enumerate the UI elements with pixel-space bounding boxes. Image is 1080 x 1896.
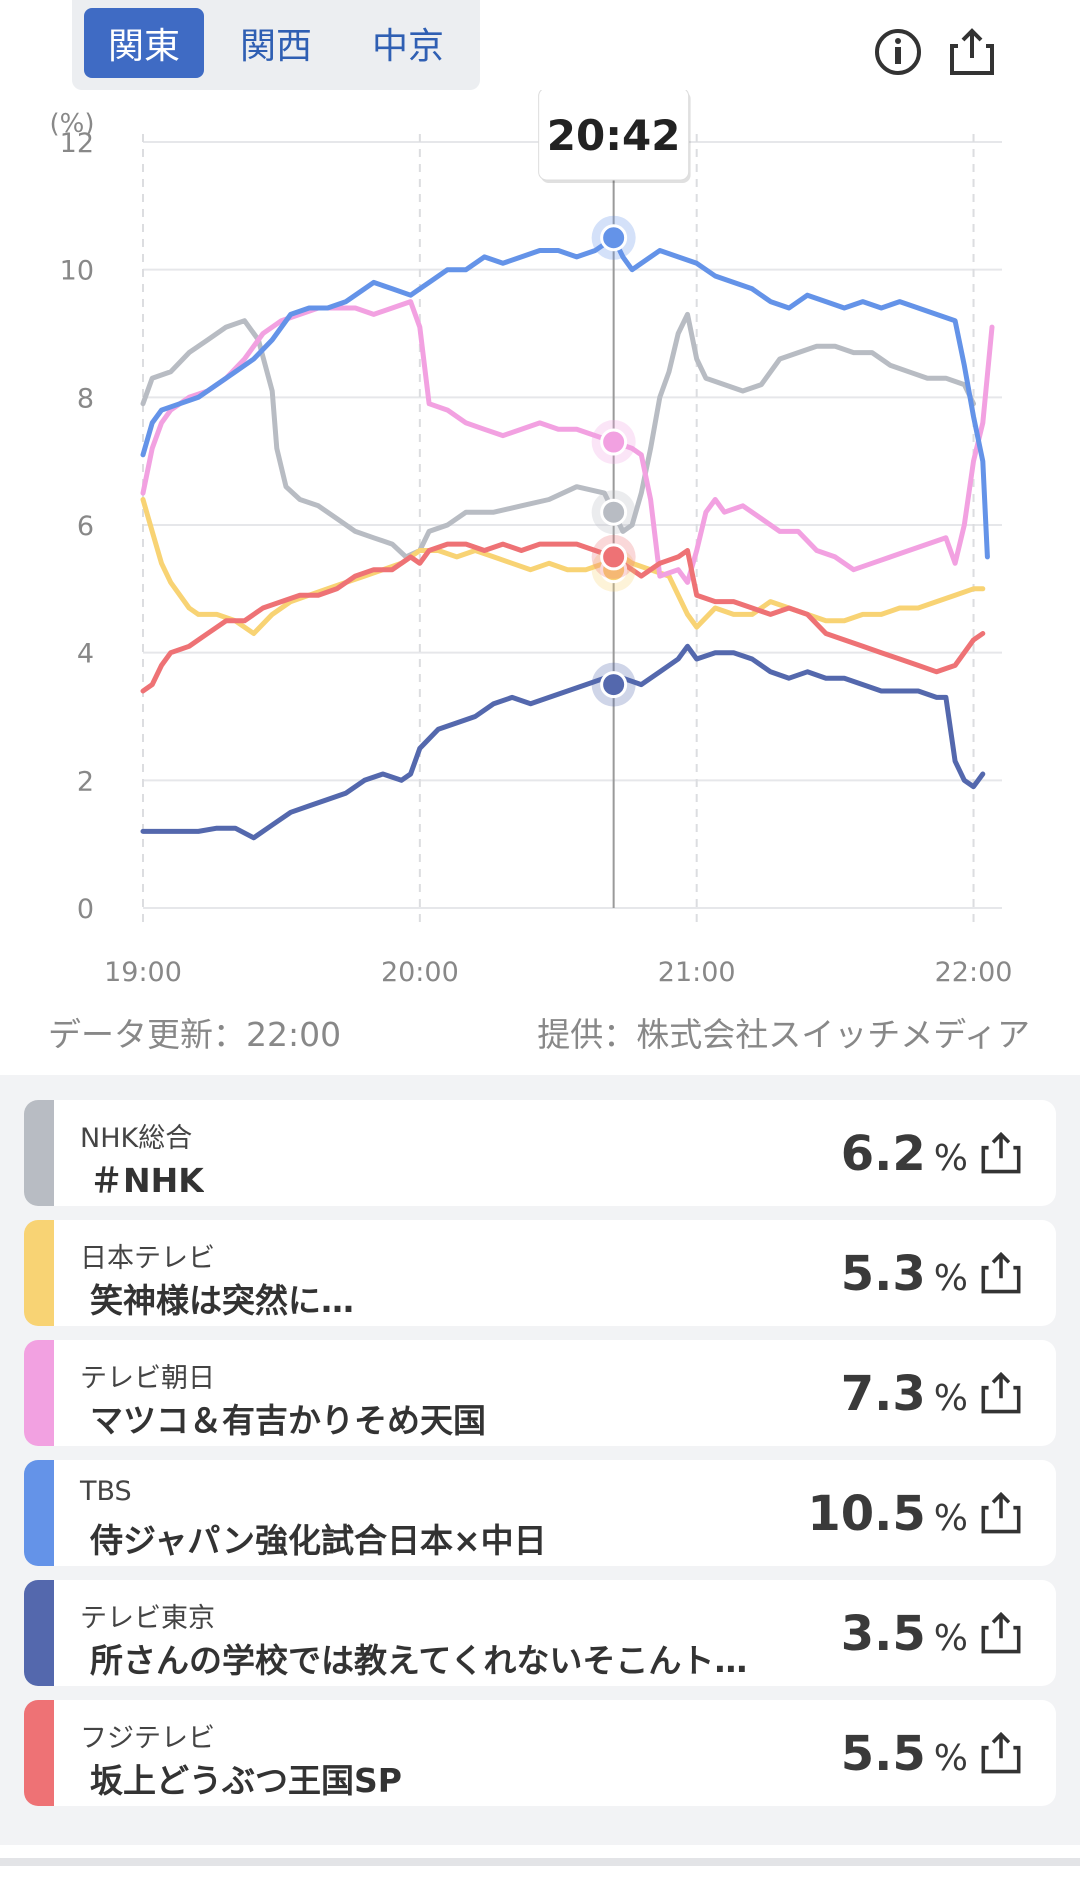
y-axis-label: (%) — [50, 109, 95, 139]
cursor-point — [600, 224, 628, 252]
y-tick-label: 0 — [77, 894, 94, 925]
rating-unit: % — [933, 1138, 968, 1179]
tab-kanto[interactable]: 関東 — [84, 8, 204, 78]
y-tick-label: 8 — [77, 383, 94, 414]
rating-value: 7.3% — [841, 1366, 968, 1422]
rating-value: 3.5% — [841, 1606, 968, 1662]
channel-name: テレビ朝日 — [80, 1363, 215, 1394]
cursor-point — [600, 671, 628, 699]
channel-card[interactable]: TBS 侍ジャパン強化試合日本×中日 10.5% — [24, 1460, 1056, 1566]
series-line-3 — [140, 235, 990, 560]
share-icon[interactable] — [978, 1130, 1024, 1176]
program-title: マツコ＆有吉かりそめ天国 — [90, 1401, 486, 1440]
share-icon[interactable] — [978, 1490, 1024, 1536]
series-line-0 — [140, 311, 976, 560]
rating-unit: % — [933, 1498, 968, 1539]
program-title: 所さんの学校では教えてくれないそこんト… — [90, 1641, 748, 1680]
cursor-point — [600, 498, 628, 526]
channel-card[interactable]: テレビ朝日マツコ＆有吉かりそめ天国 7.3% — [24, 1340, 1056, 1446]
x-tick-label: 20:00 — [381, 957, 459, 988]
program-title: 坂上どうぶつ王国SP — [90, 1761, 402, 1800]
series-line-1 — [140, 497, 986, 636]
y-tick-label: 2 — [77, 766, 94, 797]
y-tick-label: 10 — [60, 256, 94, 287]
share-icon[interactable] — [978, 1250, 1024, 1296]
rating-number: 5.5 — [840, 1726, 926, 1782]
y-tick-label: 6 — [77, 511, 94, 542]
series-line-5 — [140, 541, 986, 694]
rating-number: 10.5 — [807, 1486, 926, 1542]
bottom-divider — [0, 1858, 1080, 1866]
program-title: 笑神様は突然に… — [90, 1281, 354, 1320]
tab-kansai[interactable]: 関西 — [239, 26, 312, 67]
y-tick-label: 12 — [60, 128, 94, 159]
channel-name: フジテレビ — [80, 1723, 215, 1754]
share-icon[interactable] — [946, 26, 998, 78]
share-icon[interactable] — [978, 1610, 1024, 1656]
series-line-4 — [140, 643, 986, 841]
info-icon[interactable] — [872, 26, 924, 78]
share-icon[interactable] — [978, 1730, 1024, 1776]
x-tick-label: 19:00 — [104, 957, 182, 988]
y-tick-label: 4 — [77, 639, 94, 670]
channel-name: テレビ東京 — [80, 1603, 215, 1634]
rating-number: 5.3 — [840, 1246, 926, 1302]
channel-color-stripe — [24, 1460, 54, 1566]
channel-color-stripe — [24, 1100, 54, 1206]
channel-color-stripe — [24, 1220, 54, 1326]
rating-number: 7.3 — [840, 1366, 926, 1422]
cursor-tooltip — [538, 90, 690, 181]
channel-color-stripe — [24, 1700, 54, 1806]
channel-card[interactable]: 日本テレビ笑神様は突然に… 5.3% — [24, 1220, 1056, 1326]
cursor-point — [600, 543, 628, 571]
channel-card[interactable]: テレビ東京所さんの学校では教えてくれないそこんト… 3.5% — [24, 1580, 1056, 1686]
rating-unit: % — [933, 1378, 968, 1419]
rating-unit: % — [933, 1618, 968, 1659]
rating-chart: 0 2 4 6 8 10 12 19:00 20:00 21:00 22:00 20:42 (%) — [50, 90, 1013, 988]
rating-value: 5.3% — [841, 1246, 968, 1302]
data-update-time: データ更新：22:00 — [48, 1015, 342, 1054]
channel-card[interactable]: NHK総合 ＃NHK 6.2% — [24, 1100, 1056, 1206]
rating-value: 10.5% — [807, 1486, 968, 1542]
rating-unit: % — [933, 1738, 968, 1779]
channel-name: 日本テレビ — [80, 1243, 215, 1274]
share-icon[interactable] — [978, 1370, 1024, 1416]
cursor-time-label: 20:42 — [547, 111, 681, 160]
program-title: 侍ジャパン強化試合日本×中日 — [90, 1521, 547, 1560]
rating-value: 5.5% — [841, 1726, 968, 1782]
channel-color-stripe — [24, 1580, 54, 1686]
channel-card[interactable]: フジテレビ坂上どうぶつ王国SP 5.5% — [24, 1700, 1056, 1806]
data-source: 提供：株式会社スイッチメディア — [537, 1015, 1030, 1054]
tab-chukyo[interactable]: 中京 — [371, 26, 444, 67]
channel-name: TBS — [80, 1476, 132, 1507]
x-tick-label: 21:00 — [658, 957, 736, 988]
rating-number: 3.5 — [840, 1606, 926, 1662]
channel-list: NHK総合 ＃NHK 6.2% 日本テレビ 笑神様は突然に… 5.3% テレビ朝日 マツコ＆有… — [0, 1075, 1080, 1845]
x-tick-label: 22:00 — [935, 957, 1013, 988]
rating-value: 6.2% — [841, 1126, 968, 1182]
rating-unit: % — [933, 1258, 968, 1299]
program-title: ＃NHK — [90, 1161, 204, 1200]
channel-name: NHK総合 — [80, 1123, 193, 1154]
channel-color-stripe — [24, 1340, 54, 1446]
region-tabs: 関東 関西 中京 — [72, 0, 480, 90]
cursor-point — [600, 428, 628, 456]
rating-number: 6.2 — [840, 1126, 926, 1182]
